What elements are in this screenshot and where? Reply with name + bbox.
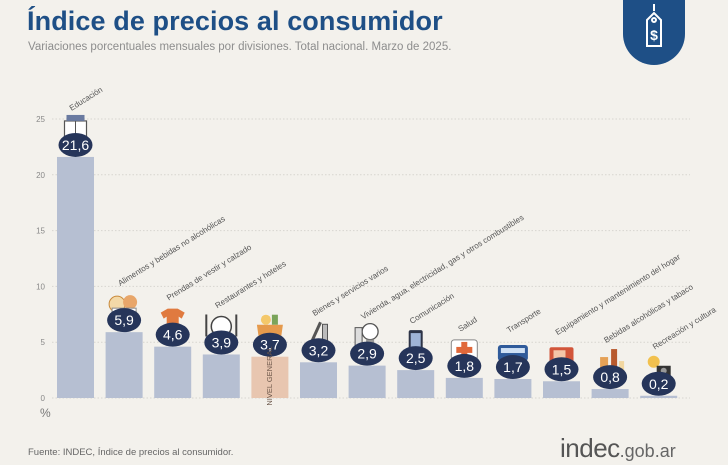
category-label: Recreación y cultura <box>651 305 718 352</box>
price-tag-logo-icon: $ <box>623 0 685 65</box>
value-badges: 21,6 5,9 4,6 3,9 3,7 3,2 2,9 2,5 1,8 1,7 1,5 0,8 0,2 <box>58 132 676 396</box>
bottle-icon <box>600 349 625 372</box>
value-badge: 3,2 <box>301 338 336 363</box>
bar <box>154 346 192 398</box>
value-badge: 5,9 <box>107 308 142 333</box>
y-tick-label: 0 <box>41 394 46 403</box>
bar <box>202 354 240 398</box>
category-label: Transporte <box>505 306 543 334</box>
value-badge: 2,9 <box>350 341 385 366</box>
bar <box>543 381 580 398</box>
category-label: Comunicación <box>408 291 456 326</box>
value-label: 3,2 <box>309 342 329 358</box>
y-tick-label: 15 <box>36 227 45 236</box>
page-subtitle: Variaciones porcentuales mensuales por d… <box>28 41 452 53</box>
bar <box>445 377 483 398</box>
page-title: Índice de precios al consumidor <box>27 6 443 36</box>
value-label: 3,9 <box>212 334 232 350</box>
bar <box>494 379 532 398</box>
value-label: 2,5 <box>406 350 426 366</box>
y-axis-unit-label: % <box>40 406 51 420</box>
value-badge: 21,6 <box>58 132 93 157</box>
value-label: 4,6 <box>163 327 183 343</box>
y-tick-label: 25 <box>36 115 45 124</box>
value-label: 2,9 <box>357 346 377 362</box>
y-axis-ticks: 0 5 10 15 20 25 <box>36 115 45 403</box>
value-badge: 3,7 <box>252 332 287 357</box>
bar <box>640 395 678 398</box>
value-label: 0,8 <box>600 369 620 385</box>
value-badge: 0,8 <box>593 365 628 390</box>
brand-name: indec <box>560 433 620 463</box>
bar <box>591 389 629 398</box>
svg-text:$: $ <box>650 27 658 43</box>
value-badge: 0,2 <box>641 371 676 396</box>
source-note: Fuente: INDEC, Índice de precios al cons… <box>28 447 234 458</box>
value-badge: 3,9 <box>204 330 239 355</box>
category-label: Equipamiento y mantenimiento del hogar <box>554 252 682 337</box>
value-badge: 2,5 <box>398 346 433 371</box>
value-badge: 1,5 <box>544 357 579 382</box>
value-label: 1,8 <box>455 358 475 374</box>
bar <box>251 356 289 398</box>
value-label: 5,9 <box>114 312 134 328</box>
bars <box>57 156 678 398</box>
bar <box>348 365 386 398</box>
brand-logo: indec.gob.ar <box>560 433 676 464</box>
bar <box>57 156 94 398</box>
value-label: 3,7 <box>260 337 280 353</box>
brand-suffix: .gob.ar <box>619 441 676 461</box>
bar-chart: 0 5 10 15 20 25 % 21,6 5,9 4,6 3,9 3,7 3,2 2,9 2,5 1,… <box>36 85 718 420</box>
category-icons <box>63 114 671 376</box>
value-badge: 1,7 <box>495 355 530 380</box>
category-label: Salud <box>457 315 479 333</box>
bar <box>300 362 337 398</box>
value-label: 1,7 <box>503 359 523 375</box>
value-badge: 4,6 <box>155 322 190 347</box>
category-label: NIVEL GENERAL <box>265 346 274 405</box>
bar <box>397 370 435 398</box>
category-label: Educación <box>68 85 104 112</box>
y-tick-label: 5 <box>41 338 46 347</box>
y-tick-label: 20 <box>36 171 45 180</box>
value-label: 21,6 <box>62 137 89 153</box>
bar <box>105 332 143 398</box>
value-badge: 1,8 <box>447 353 482 378</box>
value-label: 1,5 <box>552 361 572 377</box>
y-tick-label: 10 <box>36 282 45 291</box>
value-label: 0,2 <box>649 376 669 392</box>
